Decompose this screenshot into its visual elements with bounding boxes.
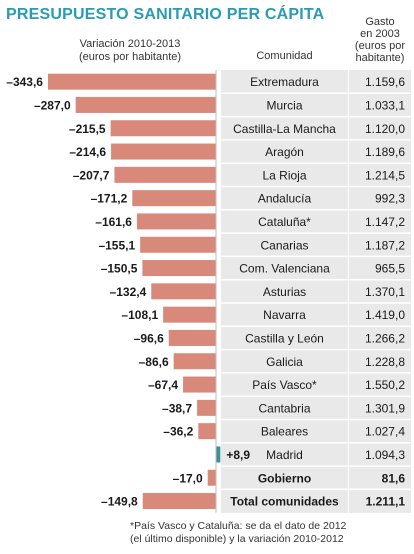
spending-value-cataluna: 1.147,2 (365, 215, 405, 229)
spending-value-la-rioja: 1.214,5 (365, 168, 405, 182)
spending-value-com-valenciana: 965,5 (375, 262, 405, 276)
value-label-cantabria: –38,7 (162, 401, 192, 415)
spending-value-madrid: 1.094,3 (365, 448, 405, 462)
community-label-asturias: Asturias (263, 285, 306, 299)
bar-gobierno (207, 469, 216, 486)
value-label-navarra: –108,1 (121, 308, 158, 322)
spending-value-galicia: 1.228,8 (365, 355, 405, 369)
spending-header-line-1: Gasto (365, 16, 395, 28)
bar-aragon (111, 143, 216, 160)
value-label-madrid: +8,9 (226, 448, 250, 462)
variation-header-line-2: (euros por habitante) (78, 51, 182, 63)
bar-com-valenciana (142, 260, 216, 277)
value-label-galicia: –86,6 (139, 355, 169, 369)
value-label-murcia: –287,0 (34, 98, 71, 112)
footnote: *País Vasco y Cataluña: se da el dato de… (130, 520, 410, 546)
spending-header-line-3: (euros por (354, 40, 406, 52)
community-label-gobierno: Gobierno (258, 471, 311, 485)
community-column-background (221, 70, 348, 513)
bar-cataluna (136, 213, 216, 230)
spending-value-total-comunidades: 1.211,1 (366, 495, 406, 509)
spending-value-baleares: 1.027,4 (365, 425, 405, 439)
community-label-total-comunidades: Total comunidades (230, 495, 339, 509)
bar-castilla-la-mancha (110, 120, 216, 137)
spending-value-aragon: 1.189,6 (365, 145, 405, 159)
bar-galicia (173, 353, 216, 370)
value-label-castilla-la-mancha: –215,5 (69, 122, 106, 136)
value-label-aragon: –214,6 (69, 145, 106, 159)
value-label-baleares: –36,2 (163, 425, 193, 439)
value-label-total-comunidades: –149,8 (101, 495, 138, 509)
value-label-la-rioja: –207,7 (73, 168, 110, 182)
community-label-andalucia: Andalucía (258, 192, 312, 206)
bar-castilla-y-leon (168, 329, 216, 346)
value-label-canarias: –155,1 (98, 238, 135, 252)
community-label-cantabria: Cantabria (258, 401, 310, 415)
community-label-extremadura: Extremadura (250, 75, 319, 89)
bar-extremadura (47, 73, 216, 90)
value-label-asturias: –132,4 (110, 285, 147, 299)
value-label-pais-vasco: –67,4 (148, 378, 178, 392)
bar-cantabria (197, 399, 216, 416)
bar-andalucia (132, 190, 216, 207)
community-label-murcia: Murcia (266, 98, 302, 112)
spending-value-gobierno: 81,6 (382, 471, 406, 485)
community-label-com-valenciana: Com. Valenciana (239, 262, 330, 276)
spending-value-castilla-y-leon: 1.266,2 (365, 331, 405, 345)
spending-value-castilla-la-mancha: 1.120,0 (365, 122, 405, 136)
bar-navarra (163, 306, 216, 323)
spending-value-andalucia: 992,3 (375, 192, 405, 206)
bar-pais-vasco (183, 376, 216, 393)
footnote-line-1: *País Vasco y Cataluña: se da el dato de… (130, 520, 347, 532)
community-label-baleares: Baleares (261, 425, 308, 439)
bar-madrid (216, 446, 221, 463)
community-label-la-rioja: La Rioja (262, 168, 306, 182)
community-label-pais-vasco: País Vasco* (252, 378, 317, 392)
value-label-andalucia: –171,2 (91, 192, 128, 206)
value-label-gobierno: –17,0 (173, 471, 203, 485)
footnote-line-2: (el último disponible) y la variación 20… (130, 533, 344, 545)
bar-la-rioja (114, 166, 216, 183)
chart-title: PRESUPUESTO SANITARIO PER CÁPITA (6, 6, 325, 23)
community-label-canarias: Canarias (260, 238, 308, 252)
community-label-madrid: Madrid (266, 448, 303, 462)
bar-asturias (151, 283, 216, 300)
community-label-castilla-la-mancha: Castilla-La Mancha (233, 122, 336, 136)
spending-header-line-4: habitante) (355, 52, 405, 64)
spending-column-background (349, 70, 411, 513)
community-label-aragon: Aragón (265, 145, 304, 159)
value-label-extremadura: –343,6 (6, 75, 43, 89)
spending-column-header: Gasto en 2003 (euros por habitante) (349, 16, 411, 64)
spending-value-pais-vasco: 1.550,2 (365, 378, 405, 392)
bar-total-comunidades (142, 493, 216, 510)
spending-value-cantabria: 1.301,9 (365, 401, 405, 415)
community-label-cataluna: Cataluña* (258, 215, 311, 229)
spending-value-murcia: 1.033,1 (365, 98, 405, 112)
bar-murcia (75, 96, 216, 113)
variation-column-header: Variación 2010-2013 (euros por habitante… (40, 38, 220, 64)
value-label-castilla-y-leon: –96,6 (134, 331, 164, 345)
spending-header-line-2: en 2003 (360, 28, 400, 40)
bar-baleares (198, 423, 216, 440)
spending-value-navarra: 1.419,0 (365, 308, 405, 322)
value-label-cataluna: –161,6 (95, 215, 132, 229)
spending-value-asturias: 1.370,1 (365, 285, 405, 299)
spending-value-extremadura: 1.159,6 (365, 75, 405, 89)
community-label-castilla-y-leon: Castilla y León (245, 331, 324, 345)
community-label-navarra: Navarra (263, 308, 306, 322)
bar-canarias (140, 236, 216, 253)
spending-value-canarias: 1.187,2 (365, 238, 405, 252)
community-column-header: Comunidad (256, 50, 313, 62)
value-label-com-valenciana: –150,5 (101, 262, 138, 276)
variation-header-line-1: Variación 2010-2013 (79, 38, 181, 50)
community-label-galicia: Galicia (266, 355, 303, 369)
